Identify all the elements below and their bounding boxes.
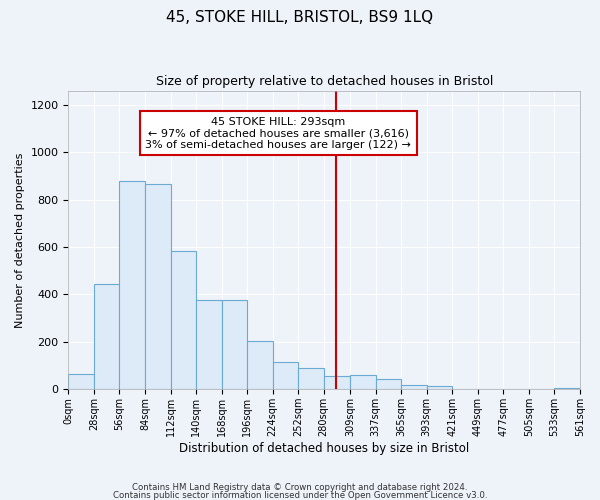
Bar <box>324 376 350 390</box>
Text: 45, STOKE HILL, BRISTOL, BS9 1LQ: 45, STOKE HILL, BRISTOL, BS9 1LQ <box>166 10 434 25</box>
Bar <box>376 380 401 390</box>
Bar <box>272 362 298 390</box>
Bar <box>247 340 272 390</box>
Bar <box>68 374 94 390</box>
Bar <box>350 375 376 390</box>
Bar <box>298 368 324 390</box>
Y-axis label: Number of detached properties: Number of detached properties <box>15 152 25 328</box>
Text: Contains public sector information licensed under the Open Government Licence v3: Contains public sector information licen… <box>113 490 487 500</box>
Bar <box>196 300 221 390</box>
Bar <box>221 300 247 390</box>
Bar <box>94 284 119 390</box>
Bar <box>427 386 452 390</box>
Bar <box>401 384 427 390</box>
Text: Contains HM Land Registry data © Crown copyright and database right 2024.: Contains HM Land Registry data © Crown c… <box>132 484 468 492</box>
Bar <box>170 250 196 390</box>
Bar <box>119 180 145 390</box>
Bar <box>145 184 170 390</box>
Title: Size of property relative to detached houses in Bristol: Size of property relative to detached ho… <box>155 75 493 88</box>
X-axis label: Distribution of detached houses by size in Bristol: Distribution of detached houses by size … <box>179 442 469 455</box>
Text: 45 STOKE HILL: 293sqm
← 97% of detached houses are smaller (3,616)
3% of semi-de: 45 STOKE HILL: 293sqm ← 97% of detached … <box>145 116 411 150</box>
Bar <box>554 388 580 390</box>
